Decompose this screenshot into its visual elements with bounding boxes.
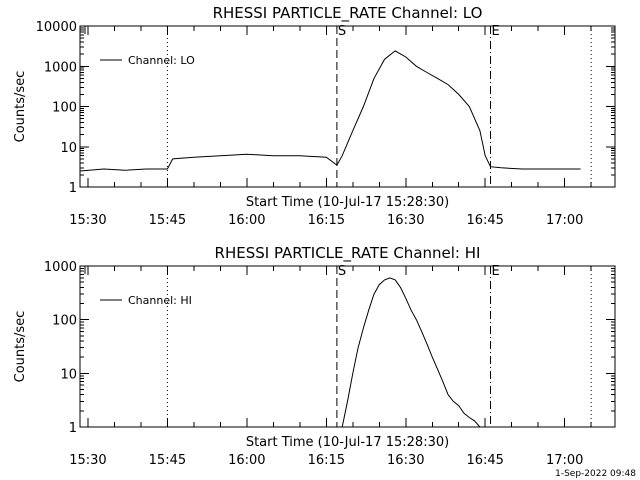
panel-1-y-tick-label: 10000 [36, 20, 77, 35]
panel-2-x-tick-label: 16:15 [308, 453, 345, 468]
panel-2-x-tick-label: 15:30 [69, 453, 106, 468]
panel-2-x-tick-label: 16:30 [387, 453, 424, 468]
panel-2-title: RHESSI PARTICLE_RATE Channel: HI [215, 244, 481, 263]
panel-2-plot-frame [79, 265, 616, 428]
panel-1-x-tick-label: 15:30 [69, 213, 106, 228]
panel-1-x-tick-label: 16:00 [228, 213, 265, 228]
panel-2-x-axis-label: Start Time (10-Jul-17 15:28:30) [246, 435, 449, 450]
panel-1-x-tick-label: 16:30 [387, 213, 424, 228]
panel-2-legend-label: Channel: HI [128, 294, 192, 307]
panel-2-x-tick-label: 15:45 [149, 453, 186, 468]
panel-2-y-tick-label: 1000 [44, 260, 77, 275]
panel-1-x-tick-label: 16:45 [466, 213, 503, 228]
panel-1-y-tick-label: 1 [69, 181, 77, 196]
panel-1-plot-frame [79, 25, 616, 188]
panel-1-legend-label: Channel: LO [128, 54, 195, 67]
panel-1-x-axis-label: Start Time (10-Jul-17 15:28:30) [246, 195, 449, 210]
panel-1-y-tick-label: 100 [52, 101, 77, 116]
panel-2-x-tick-label: 16:45 [466, 453, 503, 468]
panel-2-x-tick-label: 17:00 [546, 453, 583, 468]
panel-2-marker-E: E [492, 264, 500, 279]
panel-1-y-tick-label: 10 [60, 141, 77, 156]
footer-timestamp: 1-Sep-2022 09:48 [555, 469, 636, 479]
panel-1-y-axis-label: Counts/sec [13, 71, 28, 143]
panel-1-marker-S: S [338, 24, 346, 39]
panel-1-series-line [79, 50, 581, 172]
panel-2-series-line [341, 277, 481, 428]
panel-2-y-tick-label: 100 [52, 314, 77, 329]
panel-1-marker-E: E [492, 24, 500, 39]
panel-2-y-tick-label: 1 [69, 421, 77, 436]
panel-1-y-tick-label: 1000 [44, 60, 77, 75]
panel-2-y-tick-label: 10 [60, 367, 77, 382]
panel-1-x-tick-label: 15:45 [149, 213, 186, 228]
panel-2-x-tick-label: 16:00 [228, 453, 265, 468]
panel-1-title: RHESSI PARTICLE_RATE Channel: LO [213, 4, 483, 23]
panel-2-marker-S: S [338, 264, 346, 279]
panel-2-y-axis-label: Counts/sec [13, 311, 28, 383]
panel-1-x-tick-label: 16:15 [308, 213, 345, 228]
panel-1-x-tick-label: 17:00 [546, 213, 583, 228]
